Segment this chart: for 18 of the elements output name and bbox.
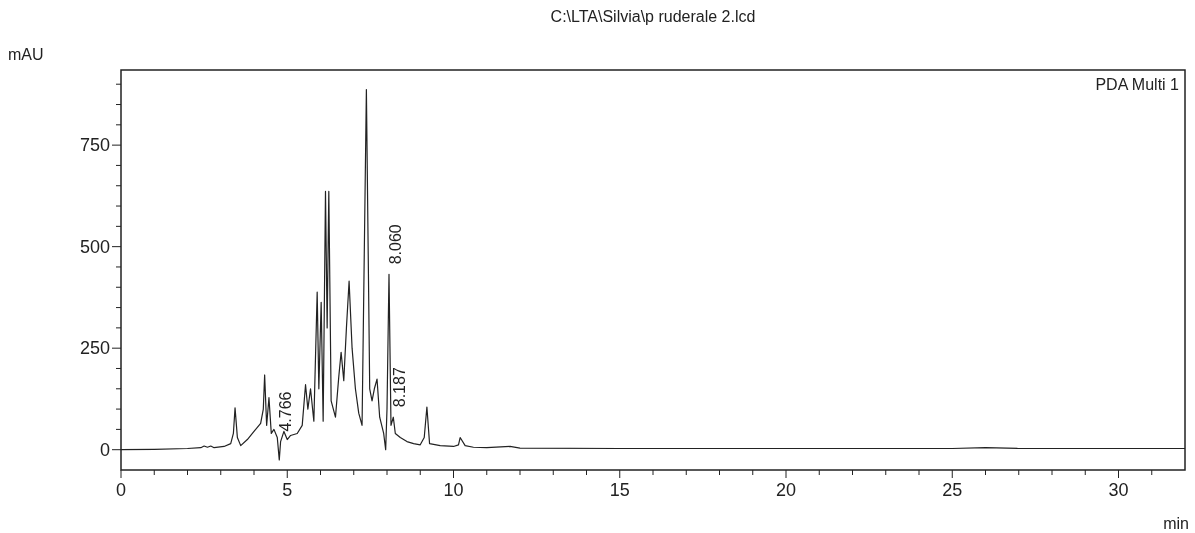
x-tick-label: 30 <box>1108 480 1129 500</box>
x-tick-label: 0 <box>115 480 127 500</box>
x-tick-label: 10 <box>443 480 464 500</box>
y-tick-label: 500 <box>79 236 110 257</box>
y-axis-title: mAU <box>8 46 44 63</box>
annotation: 8.187 <box>390 367 408 408</box>
x-tick-label: 5 <box>282 480 293 500</box>
annotation: 4.766 <box>277 391 295 432</box>
chart-title: C:\LTA\Silvia\p ruderale 2.lcd <box>550 8 756 25</box>
x-tick-label: 20 <box>775 480 797 500</box>
annotation: 8.060 <box>386 224 404 265</box>
x-tick-label: 25 <box>942 480 963 500</box>
x-axis-title: min <box>1163 515 1189 532</box>
y-tick-label: 250 <box>79 338 110 359</box>
annotation: PDA Multi 1 <box>1095 76 1180 93</box>
x-tick-label: 15 <box>609 480 630 500</box>
y-tick-label: 750 <box>79 135 110 156</box>
y-tick-label: 0 <box>99 440 110 460</box>
